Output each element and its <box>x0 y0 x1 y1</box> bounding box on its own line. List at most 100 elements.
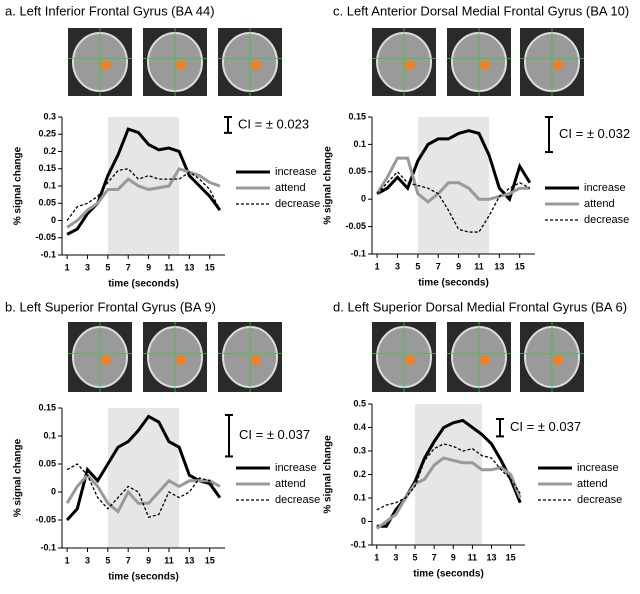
chart-title: d. Left Superior Dorsal Medial Frontal G… <box>333 299 627 314</box>
x-tick-label: 9 <box>451 552 456 562</box>
ci-label: CI = ± 0.023 <box>238 116 309 131</box>
series-line <box>66 166 221 229</box>
chart-title: a. Left Inferior Frontal Gyrus (BA 44) <box>5 3 215 18</box>
x-tick-label: 11 <box>468 552 478 562</box>
x-tick-label: 7 <box>126 555 131 565</box>
x-tick-label: 1 <box>374 552 379 562</box>
x-tick-label: 13 <box>487 552 497 562</box>
x-tick-label: 15 <box>205 262 215 272</box>
x-tick-label: 7 <box>432 552 437 562</box>
x-tick-label: 5 <box>105 555 110 565</box>
x-tick-label: 5 <box>415 261 420 271</box>
y-tick-label: 0.1 <box>43 430 56 440</box>
legend-label: increase <box>584 182 626 194</box>
x-tick-label: 11 <box>474 261 484 271</box>
activation <box>176 355 186 366</box>
y-tick-label: 0.2 <box>353 469 366 479</box>
activation <box>101 355 111 366</box>
legend-label: attend <box>584 198 615 210</box>
x-tick-label: 5 <box>105 262 110 272</box>
activation <box>405 60 415 71</box>
activation <box>480 60 490 71</box>
legend-label: decrease <box>577 494 622 506</box>
y-tick-label: -0.05 <box>35 232 56 242</box>
chart-title: c. Left Anterior Dorsal Medial Frontal G… <box>333 3 629 18</box>
x-tick-label: 9 <box>146 262 151 272</box>
y-tick-label: -0.05 <box>345 221 366 231</box>
y-tick-label: -0.1 <box>40 542 56 552</box>
x-tick-label: 13 <box>184 262 194 272</box>
x-axis-label: time (seconds) <box>413 569 484 580</box>
stimulus-window <box>417 117 490 254</box>
series-line <box>375 156 530 204</box>
y-tick-label: 0.05 <box>348 166 366 176</box>
x-tick-label: 1 <box>375 261 380 271</box>
x-tick-label: 11 <box>164 262 174 272</box>
x-tick-label: 3 <box>393 552 398 562</box>
y-tick-label: 0.3 <box>353 445 366 455</box>
legend-label: increase <box>275 166 317 178</box>
x-tick-label: 13 <box>494 261 504 271</box>
y-tick-label: 0.15 <box>38 402 56 412</box>
y-tick-label: 0.4 <box>353 422 366 432</box>
activation <box>176 60 186 71</box>
x-tick-label: 7 <box>126 262 131 272</box>
x-tick-label: 9 <box>456 261 461 271</box>
series-line <box>66 463 221 518</box>
y-tick-label: -0.1 <box>40 249 56 259</box>
chart-title: b. Left Superior Frontal Gyrus (BA 9) <box>5 299 216 314</box>
y-tick-label: 0.25 <box>38 129 56 139</box>
series-line <box>375 456 522 530</box>
y-tick-label: 0.2 <box>43 146 56 156</box>
y-tick-label: -0.05 <box>35 514 56 524</box>
activation <box>101 60 111 71</box>
x-tick-label: 1 <box>65 555 70 565</box>
y-tick-label: 0.1 <box>353 139 366 149</box>
activation <box>405 355 415 366</box>
legend-label: increase <box>577 462 619 474</box>
x-tick-label: 5 <box>413 552 418 562</box>
series-line <box>376 170 531 233</box>
y-tick-label: 0 <box>51 215 56 225</box>
legend-label: increase <box>275 462 317 474</box>
y-tick-label: 0.5 <box>353 398 366 408</box>
x-axis-label: time (seconds) <box>108 572 179 583</box>
y-axis-label: % signal change <box>323 146 334 225</box>
x-tick-label: 15 <box>506 552 516 562</box>
legend-label: attend <box>275 182 306 194</box>
x-tick-label: 13 <box>184 555 194 565</box>
ci-label: CI = ± 0.037 <box>239 427 310 442</box>
y-tick-label: 0.3 <box>43 111 56 121</box>
x-axis-label: time (seconds) <box>108 279 179 290</box>
activation <box>553 355 563 366</box>
legend-label: decrease <box>584 214 629 226</box>
x-tick-label: 3 <box>85 555 90 565</box>
y-tick-label: 0.15 <box>38 163 56 173</box>
stimulus-window <box>107 408 180 548</box>
x-tick-label: 1 <box>65 262 70 272</box>
y-axis-label: % signal change <box>13 146 24 225</box>
y-tick-label: 0.1 <box>43 180 56 190</box>
x-axis-label: time (seconds) <box>418 278 489 289</box>
y-tick-label: 0.1 <box>353 492 366 502</box>
legend-label: decrease <box>275 198 320 210</box>
series-line <box>65 414 222 522</box>
y-axis-label: % signal change <box>13 438 24 517</box>
y-tick-label: 0.05 <box>38 458 56 468</box>
x-tick-label: 11 <box>164 555 174 565</box>
activation <box>251 60 261 71</box>
x-tick-label: 15 <box>515 261 525 271</box>
legend-label: decrease <box>275 494 320 506</box>
y-tick-label: 0.15 <box>348 111 366 121</box>
activation <box>480 355 490 366</box>
x-tick-label: 9 <box>146 555 151 565</box>
ci-label: CI = ± 0.032 <box>559 126 630 141</box>
x-tick-label: 3 <box>395 261 400 271</box>
activation <box>553 60 563 71</box>
series-line <box>376 443 521 511</box>
y-tick-label: 0 <box>361 516 366 526</box>
ci-label: CI = ± 0.037 <box>510 419 581 434</box>
legend-label: attend <box>577 478 608 490</box>
